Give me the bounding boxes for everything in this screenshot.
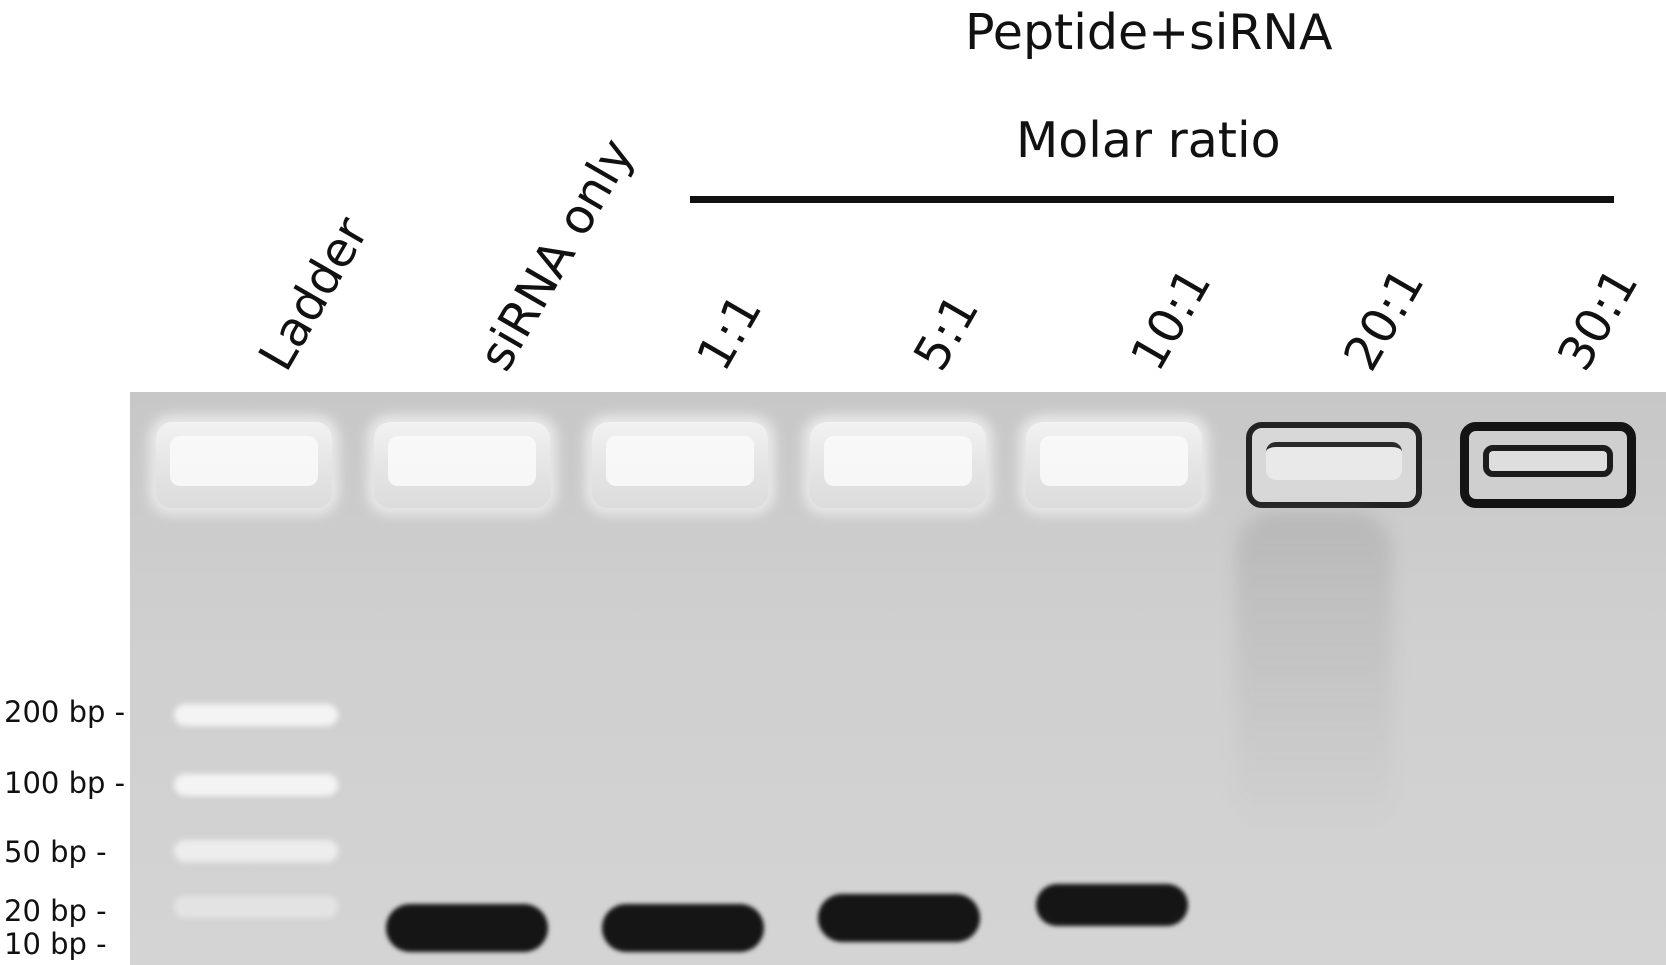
lane-label-ratio-20-1: 20:1 [1333,258,1436,380]
header-title: Peptide+siRNA [965,4,1333,61]
ladder-band-50bp [174,840,338,862]
header-subtitle: Molar ratio [1016,112,1281,169]
size-marker-20bp: 20 bp - [4,894,107,928]
lane-label-ratio-30-1: 30:1 [1547,258,1650,380]
size-marker-10bp: 10 bp - [4,927,107,961]
lane-label-ratio-10-1: 10:1 [1120,258,1223,380]
well-ratio-20-1 [1246,422,1422,508]
ladder-band-100bp [174,774,338,796]
lane-label-ratio-1-1: 1:1 [686,285,774,380]
lane-label-sirna-only: siRNA only [468,129,646,380]
ladder-band-20bp [174,896,338,918]
band-ratio-10-1 [1036,884,1188,926]
well-ratio-1-1 [592,422,768,508]
well-ratio-10-1 [1026,422,1202,508]
gel-image [130,392,1666,965]
size-marker-50bp: 50 bp - [4,835,107,869]
molar-ratio-bracket-line [690,196,1614,203]
band-ratio-1-1 [602,904,764,952]
band-ratio-5-1 [818,894,980,942]
lane-label-ratio-5-1: 5:1 [903,285,991,380]
lane-label-ladder: Ladder [248,207,380,380]
well-ratio-5-1 [810,422,986,508]
well-sirna-only [374,422,550,508]
well-ratio-30-1 [1460,422,1636,508]
size-marker-200bp: 200 bp - [4,695,126,729]
size-marker-100bp: 100 bp - [4,766,126,800]
well-ladder [156,422,332,508]
band-sirna-only [386,904,548,952]
smear-ratio-20-1 [1236,512,1392,834]
ladder-band-200bp [174,704,338,726]
